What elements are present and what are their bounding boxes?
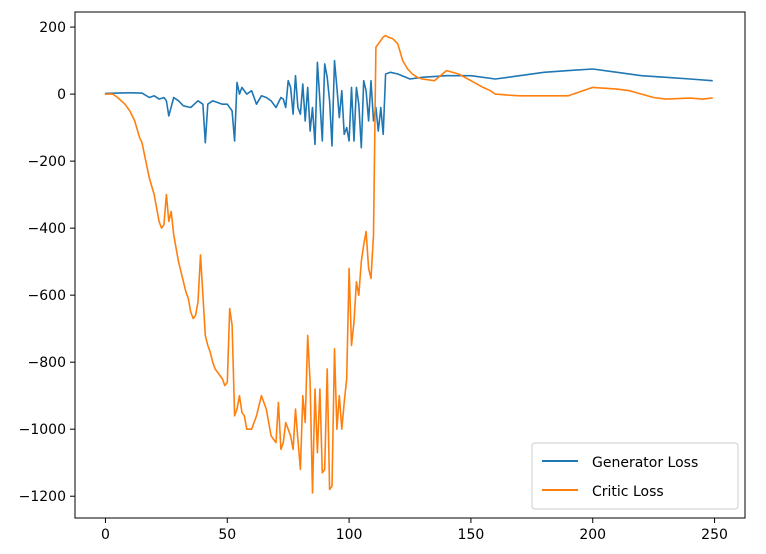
y-tick-label: −1000 bbox=[19, 422, 66, 438]
x-tick-label: 200 bbox=[579, 527, 606, 543]
y-tick-label: −400 bbox=[28, 221, 66, 237]
y-tick-label: −1200 bbox=[19, 489, 66, 505]
y-axis-ticks: 200 0 −200 −400 −600 −800 −1000 −1200 bbox=[19, 20, 75, 505]
legend-label-critic-loss: Critic Loss bbox=[592, 484, 664, 500]
series-line-critic-loss bbox=[104, 34, 713, 494]
x-axis-ticks: 0 50 100 150 200 250 bbox=[101, 518, 728, 543]
x-tick-label: 50 bbox=[218, 527, 236, 543]
legend-box bbox=[531, 442, 739, 510]
y-tick-label: −800 bbox=[28, 355, 66, 371]
y-tick-label: 0 bbox=[57, 87, 66, 103]
y-tick-label: −200 bbox=[28, 154, 66, 170]
plot-area bbox=[104, 34, 713, 494]
plot-frame bbox=[74, 11, 746, 519]
legend: Generator Loss Critic Loss bbox=[531, 442, 739, 510]
x-tick-label: 100 bbox=[336, 527, 363, 543]
series-line-generator-loss bbox=[104, 59, 713, 149]
legend-label-generator-loss: Generator Loss bbox=[592, 455, 698, 471]
x-tick-label: 150 bbox=[458, 527, 485, 543]
y-tick-label: −600 bbox=[28, 288, 66, 304]
x-tick-label: 250 bbox=[701, 527, 728, 543]
y-tick-label: 200 bbox=[39, 20, 66, 36]
x-tick-label: 0 bbox=[101, 527, 110, 543]
